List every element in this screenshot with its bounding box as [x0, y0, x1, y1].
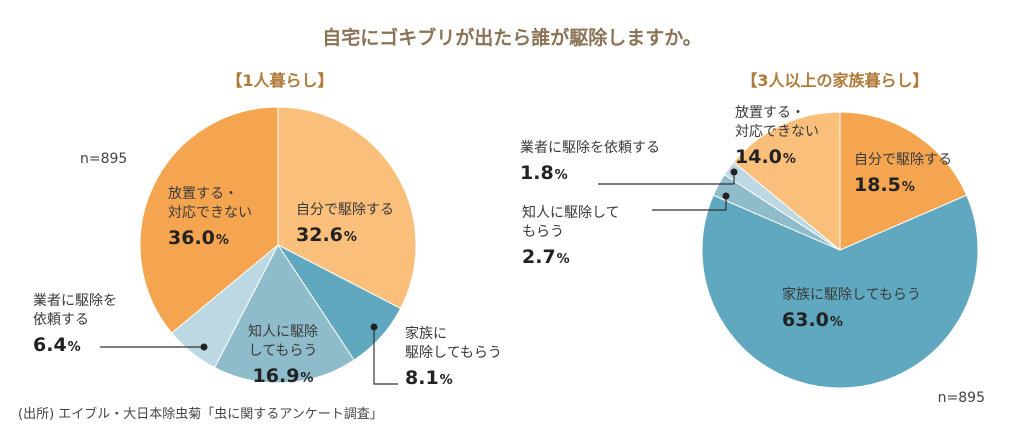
slice-label-self: 自分で駆除する 32.6%: [296, 202, 394, 246]
slice-label-line: 知人に駆除して: [522, 204, 620, 221]
slice-value: 6.4%: [33, 334, 81, 356]
pie-slice-family: [701, 194, 979, 389]
slice-value-number: 1.8: [520, 162, 554, 184]
leader-dot: [200, 343, 208, 351]
slice-value-number: 8.1: [405, 367, 439, 389]
slice-label-line: 対応できない: [735, 124, 819, 140]
leader-line: [652, 196, 727, 211]
slice-label-line: 放置する・: [168, 186, 238, 202]
slice-value: 32.6%: [296, 224, 357, 246]
percent-sign: %: [557, 252, 570, 267]
slice-label-line: もらう: [522, 224, 564, 240]
slice-value: 16.9%: [253, 365, 314, 387]
slice-value-number: 2.7: [522, 246, 556, 268]
leader-line: [373, 327, 398, 385]
percent-sign: %: [300, 371, 313, 386]
left-n-label: n=895: [80, 151, 127, 167]
slice-value: 8.1%: [405, 367, 453, 389]
slice-value: 14.0%: [735, 146, 796, 168]
slice-label-line: 家族に: [405, 325, 447, 342]
right-pie-subtitle: 【3人以上の家族暮らし】: [741, 71, 928, 90]
right-n-label: n=895: [938, 390, 985, 406]
percent-sign: %: [344, 230, 357, 245]
slice-value-number: 32.6: [296, 224, 343, 246]
leader-line: [598, 172, 735, 185]
leader-dot: [722, 192, 730, 200]
slice-label-line: してもらう: [249, 343, 318, 359]
leader-dot: [730, 168, 738, 176]
percent-sign: %: [68, 340, 81, 355]
slice-label-self: 自分で駆除する 18.5%: [854, 152, 952, 196]
pie-slice-ignore: [732, 111, 841, 252]
percent-sign: %: [555, 168, 568, 183]
slice-value-number: 18.5: [854, 174, 901, 196]
percent-sign: %: [902, 180, 915, 195]
slice-value-number: 6.4: [33, 334, 67, 356]
slice-value-number: 63.0: [782, 309, 829, 331]
slice-value: 63.0%: [782, 309, 843, 331]
pie-slice-self: [839, 111, 968, 251]
pie-slice-self: [277, 106, 417, 310]
slice-label-ignore: 放置する・対応できない 36.0%: [168, 186, 252, 249]
pie-slice-friend: [213, 244, 355, 384]
slice-label-line: 依頼する: [33, 312, 89, 328]
slice-value-number: 14.0: [735, 146, 782, 168]
slice-value-number: 16.9: [253, 365, 300, 387]
slice-label-line: 業者に駆除を: [33, 293, 117, 309]
percent-sign: %: [830, 315, 843, 330]
pie-family: 自分で駆除する 18.5% 家族に駆除してもらう 63.0% 放置する・対応できない 14…: [520, 105, 979, 389]
leader-dot: [370, 323, 378, 331]
slice-label-family: 家族に駆除してもらう 63.0%: [782, 286, 921, 331]
slice-value: 1.8%: [520, 162, 568, 184]
slice-label-line: 自分で駆除する: [296, 202, 394, 218]
slice-label-line: 業者に駆除を依頼する: [520, 140, 660, 156]
percent-sign: %: [440, 373, 453, 388]
slice-value: 18.5%: [854, 174, 915, 196]
slice-value: 36.0%: [168, 227, 229, 249]
slice-label-line: 家族に駆除してもらう: [782, 286, 921, 303]
slice-label-contractor: 業者に駆除を依頼する 1.8%: [520, 140, 660, 184]
slice-value-number: 36.0: [168, 227, 215, 249]
slice-label-line: 駆除してもらう: [405, 345, 502, 361]
pie-slice-ignore: [139, 106, 279, 334]
slice-label-family: 家族に駆除してもらう 8.1%: [405, 325, 502, 389]
slice-label-line: 自分で駆除する: [854, 152, 952, 168]
slice-label-contractor: 業者に駆除を依頼する 6.4%: [33, 293, 117, 356]
slice-label-line: 対応できない: [168, 205, 252, 221]
slice-label-ignore: 放置する・対応できない 14.0%: [735, 105, 819, 168]
slice-label-line: 放置する・: [735, 105, 805, 121]
left-pie-subtitle: 【1人暮らし】: [226, 71, 333, 90]
percent-sign: %: [783, 152, 796, 167]
source-note: (出所) エイブル・大日本除虫菊「虫に関するアンケート調査」: [18, 406, 383, 422]
percent-sign: %: [216, 233, 229, 248]
slice-value: 2.7%: [522, 246, 570, 268]
chart-title: 自宅にゴキブリが出たら誰が駆除しますか。: [322, 26, 702, 49]
slice-label-line: 知人に駆除: [248, 323, 318, 340]
